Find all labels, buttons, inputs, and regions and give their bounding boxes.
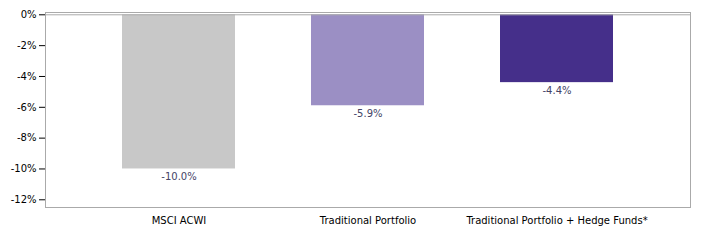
svg-text:0%: 0% bbox=[21, 9, 37, 20]
svg-text:-10%: -10% bbox=[11, 163, 37, 174]
svg-text:-4%: -4% bbox=[17, 71, 36, 82]
svg-text:MSCI ACWI: MSCI ACWI bbox=[152, 215, 207, 226]
svg-text:-8%: -8% bbox=[17, 132, 36, 143]
svg-text:Traditional Portfolio: Traditional Portfolio bbox=[319, 215, 416, 226]
svg-text:-2%: -2% bbox=[17, 40, 36, 51]
svg-text:-5.9%: -5.9% bbox=[353, 108, 382, 119]
svg-text:-6%: -6% bbox=[17, 102, 36, 113]
svg-text:-12%: -12% bbox=[11, 194, 37, 205]
svg-text:-4.4%: -4.4% bbox=[542, 85, 571, 96]
svg-text:-10.0%: -10.0% bbox=[161, 171, 196, 182]
svg-text:Traditional Portfolio + Hedge: Traditional Portfolio + Hedge Funds* bbox=[465, 215, 647, 226]
